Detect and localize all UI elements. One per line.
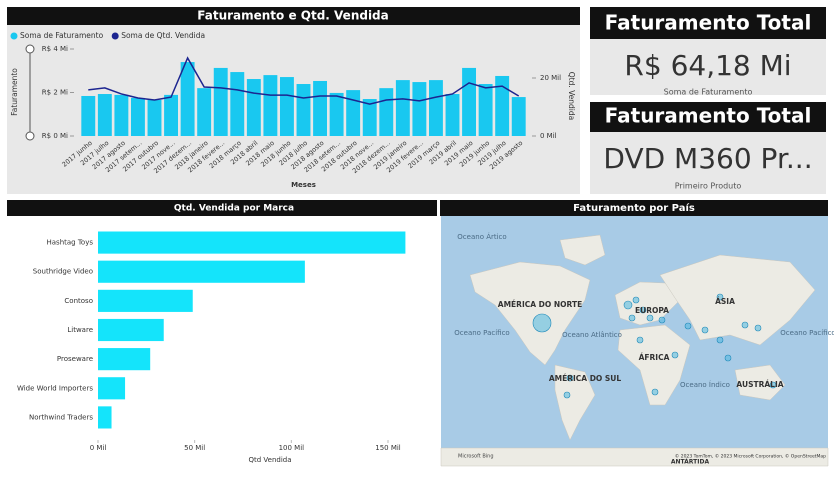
y-tick-label: R$ 4 Mi (42, 45, 68, 53)
legend-swatch (10, 32, 18, 40)
y-axis-label: Faturamento (10, 68, 19, 116)
bar (98, 348, 151, 371)
chart-title: Qtd. Vendida por Marca (174, 204, 294, 214)
y-tick-label: Northwind Traders (29, 413, 93, 421)
bar (412, 82, 427, 136)
bar (279, 77, 294, 136)
map-label: Oceano Índico (680, 380, 730, 389)
bar (98, 406, 112, 429)
line (88, 56, 520, 105)
y2-tick-label: 0 Mil (540, 132, 557, 140)
map-label: ÁSIA (715, 297, 735, 306)
bar (428, 80, 443, 136)
bar (98, 289, 193, 312)
y2-tick-label: 20 Mil (540, 74, 561, 82)
x-axis-label: Meses (291, 181, 316, 189)
x-axis-label: Qtd Vendida (248, 456, 291, 464)
legend-swatch (111, 32, 119, 40)
card-value: R$ 64,18 Mi (624, 49, 791, 82)
map-label: AMÉRICA DO NORTE (498, 300, 582, 309)
x-tick-label: 100 Mil (279, 444, 305, 452)
chart-title: Faturamento e Qtd. Vendida (197, 9, 389, 23)
bar (445, 94, 460, 136)
bar (98, 377, 126, 400)
map-label: Oceano Pacífico (454, 329, 509, 337)
bar (478, 84, 493, 136)
card-title-bar (590, 102, 826, 132)
y-tick-label: Contoso (64, 297, 93, 305)
bar (329, 92, 344, 136)
slider-handle (25, 131, 35, 141)
bar (495, 75, 510, 136)
bar (462, 67, 477, 136)
y-tick-label: Proseware (57, 355, 93, 363)
bar (98, 318, 164, 342)
title-bar (440, 200, 828, 216)
bar (346, 90, 361, 136)
bar (213, 67, 228, 136)
x-tick-label: 0 Mil (90, 444, 107, 452)
x-tick-label: 50 Mil (184, 444, 205, 452)
bar (246, 79, 261, 136)
bar (230, 72, 245, 136)
bar (130, 97, 145, 136)
y-tick-label: Wide World Importers (17, 384, 93, 392)
map-label: ÁFRICA (639, 353, 670, 362)
legend-label: Soma de Qtd. Vendida (121, 31, 205, 40)
map-logo: Microsoft Bing (458, 454, 494, 460)
map-label: AUSTRÁLIA (736, 380, 783, 389)
bar (81, 95, 96, 136)
bar (114, 94, 129, 136)
y-tick-label: Southridge Video (33, 268, 93, 276)
map-copyright: © 2023 TomTom, © 2023 Microsoft Corporat… (675, 453, 826, 460)
card-caption: Soma de Faturamento (664, 88, 753, 97)
bar (97, 94, 112, 136)
legend-label: Soma de Faturamento (20, 31, 104, 40)
y2-axis-label: Qtd. Vendida (567, 72, 576, 121)
card-value: DVD M360 Pr... (603, 142, 812, 175)
map-label: Oceano Ártico (457, 232, 506, 241)
y-tick-label: R$ 0 Mi (42, 132, 68, 140)
card-title: Faturamento Total (605, 11, 812, 35)
bar (379, 88, 394, 136)
map-label: Oceano Pacífico (780, 329, 834, 337)
map: Oceano Ártico AMÉRICA DO NORTE EUROPA ÁS… (440, 216, 834, 467)
map-label: Oceano Atlântico (562, 331, 622, 339)
y-tick-label: R$ 2 Mi (42, 89, 68, 97)
bar (98, 260, 305, 283)
bar (98, 231, 406, 254)
map-label: EUROPA (635, 306, 669, 315)
land (440, 234, 829, 467)
bar (147, 99, 162, 136)
x-tick-label: 150 Mil (375, 444, 401, 452)
map-label: AMÉRICA DO SUL (549, 374, 622, 383)
y-tick-label: Litware (67, 326, 93, 334)
map-title: Faturamento por País (573, 202, 695, 214)
title-bar (7, 7, 580, 25)
y-tick-label: Hashtag Toys (47, 239, 94, 247)
bar (180, 62, 195, 136)
bar (164, 94, 179, 136)
bubbles (532, 293, 777, 399)
bar (511, 97, 526, 136)
card-caption: Primeiro Produto (675, 182, 742, 191)
title-bar (7, 200, 437, 216)
bar (313, 80, 328, 136)
bar (362, 99, 377, 136)
card-title: Faturamento Total (605, 104, 812, 128)
bar (296, 84, 311, 136)
map-label: ANTÁRTIDA (671, 459, 710, 466)
bar (197, 88, 212, 136)
slider-handle (25, 44, 35, 54)
bar (395, 80, 410, 136)
bar (263, 75, 278, 136)
card-title-bar (590, 7, 826, 39)
